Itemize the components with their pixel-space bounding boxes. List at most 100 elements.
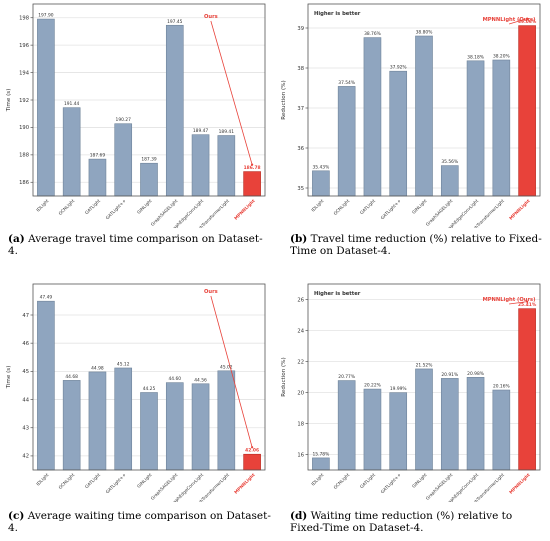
- data-label: 197.90: [38, 13, 54, 19]
- bar: [114, 367, 133, 471]
- caption-b: (b) Travel time reduction (%) relative t…: [290, 233, 548, 257]
- data-label: 25.41%: [518, 302, 537, 308]
- annotation-arrow-head: [526, 17, 529, 20]
- plot-frame: [307, 3, 541, 197]
- y-tick-label: 20: [297, 390, 304, 396]
- waiting-time-chart: 47.49 44.68 44.98 45.12 44.25 44.60 44.56 45.02…: [6, 283, 266, 502]
- y-axis-label: Time (s): [6, 366, 12, 390]
- bar: [88, 371, 107, 471]
- travel-time-chart: 197.90 191.44 187.69 190.27 187.39 197.45 189.…: [6, 3, 266, 228]
- y-tick-label: 18: [297, 421, 304, 427]
- data-label: 19.99%: [390, 386, 407, 392]
- caption-text: Average waiting time comparison on Datas…: [8, 510, 271, 534]
- data-label: 44.60: [168, 376, 181, 382]
- chart-panel-d: 15.78% 20.77% 20.22% 19.99% 21.52% 20.91% 20.9…: [275, 270, 550, 502]
- x-tick-label: MPNNLight: [508, 198, 531, 221]
- bar: [312, 170, 330, 197]
- y-tick-label: 47: [22, 313, 29, 319]
- x-tick-label: IDLight: [35, 472, 50, 487]
- bar: [389, 70, 408, 197]
- y-tick-label: 192: [19, 98, 29, 104]
- bar: [140, 162, 158, 197]
- x-tick-label: IDLight: [310, 198, 325, 213]
- y-tick-label: 198: [19, 16, 29, 22]
- chart-panel-c: 47.49 44.68 44.98 45.12 44.25 44.60 44.56 45.02…: [0, 270, 275, 502]
- caption-d: (d) Waiting time reduction (%) relative …: [290, 510, 548, 534]
- bar: [191, 383, 210, 471]
- caption-text: Travel time reduction (%) relative to Fi…: [290, 233, 542, 257]
- data-label: 39.06%: [518, 19, 537, 25]
- data-label: 37.92%: [390, 65, 407, 71]
- x-tick-label: GraphSAGELight: [150, 472, 180, 502]
- x-tick-label: IDLight: [310, 472, 325, 487]
- data-label: 37.54%: [338, 80, 355, 86]
- y-tick-label: 37: [297, 106, 304, 112]
- data-label: 20.22%: [364, 383, 381, 389]
- highlight-bar: [243, 453, 261, 471]
- bar: [363, 388, 382, 471]
- annotation-label: Ours: [204, 14, 218, 20]
- annotation-arrow-head: [251, 163, 254, 166]
- x-tick-label: MPNNLight: [508, 472, 531, 495]
- data-label: 42.06: [245, 448, 259, 454]
- x-tick-label: GATLight++: [380, 472, 403, 495]
- waiting-time-reduction-chart: 15.78% 20.77% 20.22% 19.99% 21.52% 20.91% 20.9…: [281, 283, 541, 502]
- bar: [140, 392, 158, 471]
- highlight-bar: [243, 171, 261, 197]
- data-label: 47.49: [40, 295, 53, 301]
- data-label: 38.18%: [467, 54, 484, 60]
- bar: [62, 107, 81, 197]
- highlight-bar: [518, 25, 536, 197]
- y-tick-label: 43: [22, 426, 29, 432]
- bar: [415, 368, 433, 471]
- annotation-label: Ours: [204, 289, 218, 295]
- bar: [165, 24, 184, 197]
- y-axis-label: Time (s): [6, 89, 12, 113]
- bar: [337, 86, 356, 197]
- y-tick-label: 38: [297, 66, 304, 72]
- bar: [165, 382, 184, 471]
- y-tick-label: 39: [297, 26, 304, 32]
- x-tick-label: GCNLight: [57, 472, 76, 491]
- bar: [88, 158, 107, 197]
- data-label: 44.56: [194, 377, 207, 383]
- bar: [363, 37, 382, 197]
- chart-panel-a: 197.90 191.44 187.69 190.27 187.39 197.45 189.…: [0, 0, 275, 228]
- caption-tag: (d): [290, 510, 308, 522]
- x-tick-label: GINLight: [411, 198, 429, 216]
- caption-text: Average travel time comparison on Datase…: [8, 233, 263, 257]
- bar: [37, 300, 55, 471]
- bar: [389, 392, 408, 471]
- data-label: 35.43%: [313, 164, 330, 170]
- travel-time-reduction-chart: 35.43% 37.54% 38.76% 37.92% 38.80% 35.56% 38.1…: [281, 3, 541, 228]
- x-tick-label: MPNNLight: [233, 198, 256, 221]
- x-tick-label: GINLight: [136, 198, 154, 216]
- x-tick-label: GCNLight: [332, 198, 351, 217]
- data-label: 20.98%: [467, 371, 484, 377]
- x-tick-label: IDLight: [35, 198, 50, 213]
- header-note: Higher is better: [314, 11, 361, 17]
- bar: [440, 378, 459, 471]
- data-label: 38.76%: [364, 31, 381, 37]
- x-tick-label: GATLight++: [105, 472, 128, 495]
- data-label: 21.52%: [416, 362, 433, 368]
- x-tick-label: GraphSAGELight: [425, 198, 455, 228]
- bar: [466, 60, 485, 197]
- bar: [466, 377, 485, 471]
- y-tick-label: 16: [297, 452, 304, 458]
- data-label: 197.45: [167, 19, 183, 25]
- x-tick-label: GINLight: [136, 472, 154, 490]
- data-label: 44.25: [143, 386, 156, 392]
- caption-a: (a) Average travel time comparison on Da…: [8, 233, 270, 257]
- bar: [337, 380, 356, 471]
- data-label: 189.47: [193, 128, 209, 134]
- caption-tag: (a): [8, 233, 25, 245]
- y-tick-label: 22: [297, 359, 304, 365]
- annotation-arrow: [210, 20, 253, 165]
- bar: [440, 165, 459, 197]
- data-label: 38.80%: [416, 30, 433, 36]
- x-tick-label: GraphSAGELight: [150, 198, 180, 228]
- bar: [62, 380, 81, 471]
- y-tick-label: 42: [22, 454, 29, 460]
- x-tick-label: GATLight: [84, 198, 102, 216]
